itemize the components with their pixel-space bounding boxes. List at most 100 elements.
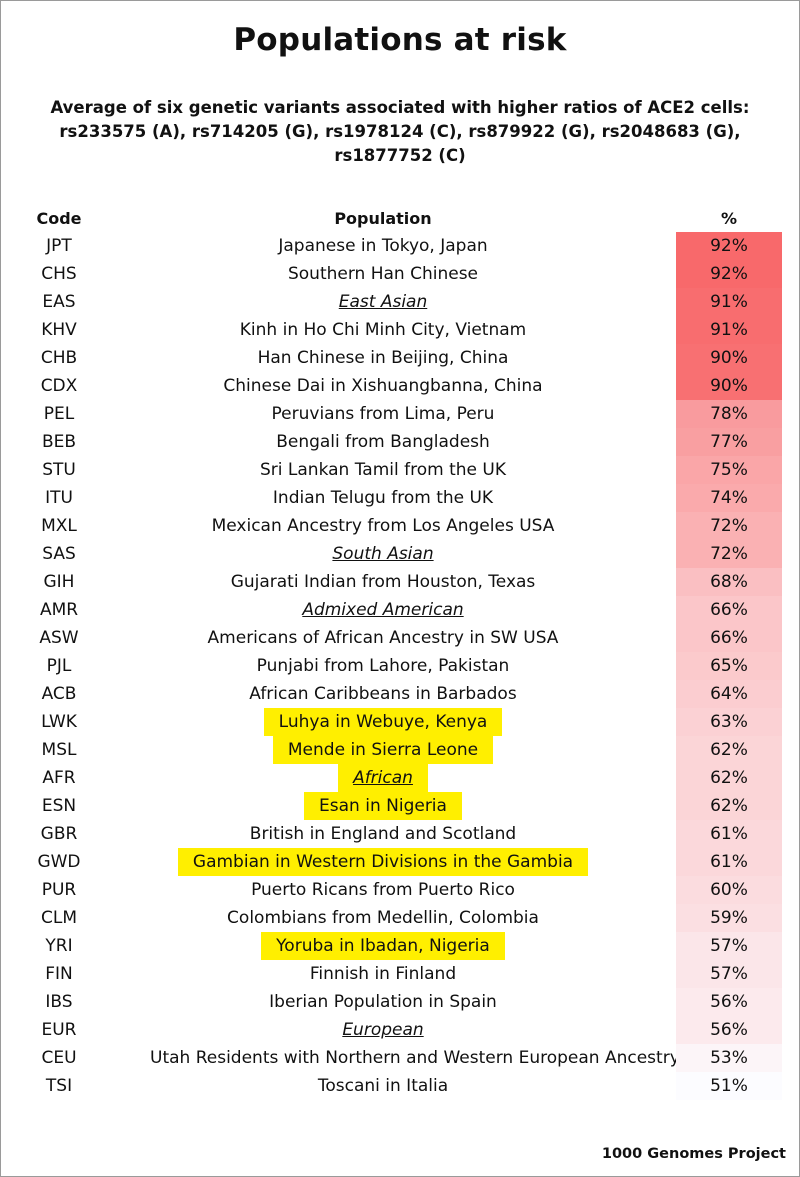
population-code: CHB (40, 348, 78, 368)
percent-cell: 57% (676, 932, 782, 960)
percent-cell: 51% (676, 1072, 782, 1100)
percent-cell: 91% (676, 288, 782, 316)
table-row: AMR Admixed American 66% (0, 596, 800, 624)
table-row: CHB Han Chinese in Beijing, China 90% (0, 344, 800, 372)
table-row: TSI Toscani in Italia 51% (0, 1072, 800, 1100)
table-row: KHV Kinh in Ho Chi Minh City, Vietnam 91% (0, 316, 800, 344)
source-credit: 1000 Genomes Project (601, 1146, 786, 1162)
table-row: GWD Gambian in Western Divisions in the G… (0, 848, 800, 876)
population-code: ESN (41, 796, 77, 816)
population-name: Utah Residents with Northern and Western… (150, 1048, 680, 1068)
percent-cell: 74% (676, 484, 782, 512)
highlight-mark (272, 736, 494, 764)
percent-cell: 66% (676, 596, 782, 624)
population-code: SAS (42, 544, 76, 564)
population-code: PEL (43, 404, 75, 424)
population-code: EAS (42, 292, 76, 312)
population-code: GBR (40, 824, 78, 844)
population-name: Japanese in Tokyo, Japan (278, 236, 488, 256)
table-row: LWK Luhya in Webuye, Kenya 63% (0, 708, 800, 736)
highlight-mark (177, 848, 589, 876)
population-code: CDX (40, 376, 78, 396)
population-code: GIH (43, 572, 75, 592)
percent-cell: 53% (676, 1044, 782, 1072)
population-name: Mende in Sierra Leone (287, 740, 479, 760)
population-code: AMR (39, 600, 79, 620)
percent-cell: 92% (676, 232, 782, 260)
table-row: PJL Punjabi from Lahore, Pakistan 65% (0, 652, 800, 680)
table-row: STU Sri Lankan Tamil from the UK 75% (0, 456, 800, 484)
population-code: JPT (46, 236, 72, 256)
population-name: Iberian Population in Spain (269, 992, 497, 1012)
table-row: SAS South Asian 72% (0, 540, 800, 568)
population-code: TSI (45, 1076, 73, 1096)
percent-cell: 63% (676, 708, 782, 736)
percent-cell: 60% (676, 876, 782, 904)
population-name: Chinese Dai in Xishuangbanna, China (223, 376, 543, 396)
table-row: FIN Finnish in Finland 57% (0, 960, 800, 988)
table-row: ASW Americans of African Ancestry in SW U… (0, 624, 800, 652)
region-name: Admixed American (302, 600, 464, 620)
population-code: ASW (39, 628, 79, 648)
population-name: African Caribbeans in Barbados (249, 684, 517, 704)
highlight-mark (304, 792, 462, 820)
population-name: Gambian in Western Divisions in the Gamb… (192, 852, 574, 872)
population-name: Finnish in Finland (309, 964, 457, 984)
population-name: Kinh in Ho Chi Minh City, Vietnam (239, 320, 527, 340)
population-name: Gujarati Indian from Houston, Texas (230, 572, 536, 592)
table-row: EUR European 56% (0, 1016, 800, 1044)
subtitle-line-1: Average of six genetic variants associat… (50, 98, 750, 117)
population-code: IBS (45, 992, 73, 1012)
table-row: IBS Iberian Population in Spain 56% (0, 988, 800, 1016)
table-row: PEL Peruvians from Lima, Peru 78% (0, 400, 800, 428)
table-row: EAS East Asian 91% (0, 288, 800, 316)
chart-subtitle: Average of six genetic variants associat… (50, 96, 750, 168)
table-row: AFR African 62% (0, 764, 800, 792)
population-code: EUR (41, 1020, 77, 1040)
population-code: MXL (41, 516, 77, 536)
table-row: MSL Mende in Sierra Leone 62% (0, 736, 800, 764)
population-code: CHS (41, 264, 77, 284)
population-name: Puerto Ricans from Puerto Rico (251, 880, 515, 900)
table-row: CLM Colombians from Medellin, Colombia 59% (0, 904, 800, 932)
percent-cell: 56% (676, 1016, 782, 1044)
population-name: Esan in Nigeria (319, 796, 447, 816)
table-row: CDX Chinese Dai in Xishuangbanna, China 90… (0, 372, 800, 400)
region-name: African (353, 768, 413, 788)
percent-cell: 57% (676, 960, 782, 988)
population-code: ITU (45, 488, 73, 508)
percent-cell: 92% (676, 260, 782, 288)
percent-cell: 56% (676, 988, 782, 1016)
percent-cell: 62% (676, 792, 782, 820)
population-code: GWD (37, 852, 81, 872)
population-name: Americans of African Ancestry in SW USA (207, 628, 559, 648)
percent-cell: 68% (676, 568, 782, 596)
subtitle-line-2: rs233575 (A), rs714205 (G), rs1978124 (C… (59, 122, 741, 141)
percent-cell: 62% (676, 764, 782, 792)
percent-cell: 77% (676, 428, 782, 456)
population-code: KHV (41, 320, 77, 340)
percent-cell: 72% (676, 540, 782, 568)
column-header-population: Population (334, 209, 432, 228)
region-name: European (342, 1020, 424, 1040)
population-code: FIN (45, 964, 73, 984)
population-name: Colombians from Medellin, Colombia (227, 908, 539, 928)
population-code: LWK (41, 712, 77, 732)
table-row: YRI Yoruba in Ibadan, Nigeria 57% (0, 932, 800, 960)
population-name: Punjabi from Lahore, Pakistan (256, 656, 510, 676)
table-row: GBR British in England and Scotland 61% (0, 820, 800, 848)
population-code: PJL (46, 656, 72, 676)
highlight-mark (261, 932, 505, 960)
highlight-mark (263, 708, 503, 736)
table-row: ACB African Caribbeans in Barbados 64% (0, 680, 800, 708)
column-header-code: Code (36, 209, 82, 228)
table-row: JPT Japanese in Tokyo, Japan 92% (0, 232, 800, 260)
table-row: ITU Indian Telugu from the UK 74% (0, 484, 800, 512)
percent-cell: 66% (676, 624, 782, 652)
table-row: CHS Southern Han Chinese 92% (0, 260, 800, 288)
population-code: BEB (41, 432, 77, 452)
population-name: British in England and Scotland (249, 824, 517, 844)
population-code: CLM (40, 908, 77, 928)
table-row: GIH Gujarati Indian from Houston, Texas 68… (0, 568, 800, 596)
highlight-mark (338, 764, 428, 792)
